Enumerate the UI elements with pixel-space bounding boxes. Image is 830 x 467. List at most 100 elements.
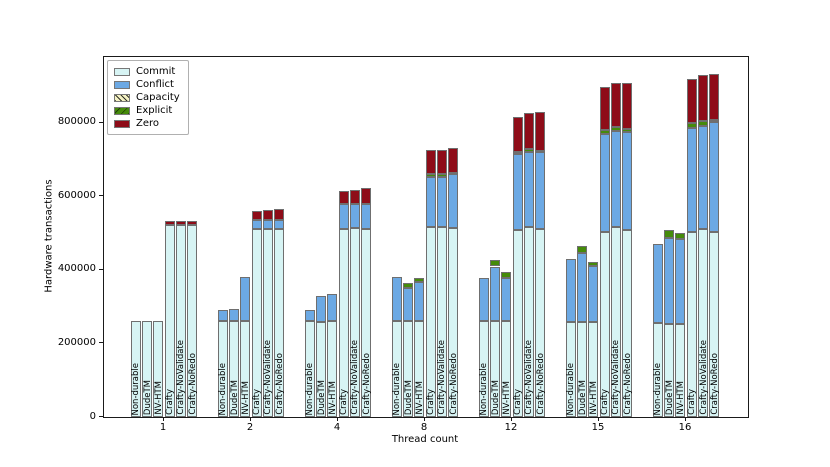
bar-label: Crafty-NoValidate	[611, 340, 622, 415]
bar-segment-explicit	[709, 119, 720, 122]
bar-segment-commit	[523, 227, 534, 417]
bar-segment-conflict	[577, 253, 588, 322]
bar-segment-conflict	[709, 121, 720, 232]
bar-label: NV-HTM	[675, 381, 686, 415]
legend-row: Capacity	[114, 91, 180, 104]
bar-segment-zero	[349, 189, 360, 204]
bar-label: Crafty-NoValidate	[698, 340, 709, 415]
x-tick-label: 16	[678, 422, 692, 433]
y-tick-label: 400000	[57, 263, 96, 275]
y-tick-mark	[99, 342, 103, 344]
legend-label: Explicit	[136, 104, 173, 116]
legend-swatch-explicit	[114, 106, 130, 115]
y-tick-mark	[99, 268, 103, 270]
bar-segment-commit	[490, 321, 501, 417]
y-tick-label: 0	[89, 410, 96, 422]
bar-label: NV-HTM	[588, 381, 599, 415]
bar-segment-zero	[698, 75, 708, 122]
x-tick-label: 1	[159, 422, 167, 433]
bar-segment-zero	[361, 188, 372, 204]
bar-segment-explicit	[490, 260, 501, 267]
bar-label: Non-durable	[392, 362, 403, 416]
bar-segment-explicit	[425, 174, 436, 177]
bar-label: Crafty	[165, 389, 176, 415]
bar-segment-conflict	[361, 203, 372, 229]
bar-segment-explicit	[512, 151, 523, 154]
bar-label: Crafty-NoRedo	[622, 353, 633, 415]
bar-segment-conflict	[327, 294, 338, 322]
bar-segment-explicit	[577, 245, 588, 254]
legend-swatch-commit	[114, 67, 130, 76]
bar-segment-conflict	[565, 259, 576, 322]
bar-segment-commit	[338, 228, 349, 417]
bar-segment-commit	[675, 323, 686, 417]
bar-label: Crafty-NoValidate	[350, 340, 361, 415]
bar-segment-zero	[436, 149, 447, 175]
bar-segment-commit	[610, 227, 621, 417]
legend-label: Conflict	[136, 78, 174, 90]
bar-label: Crafty-NoValidate	[176, 340, 187, 415]
bar-segment-commit	[274, 228, 285, 417]
bar-segment-explicit	[523, 149, 534, 152]
bar-segment-conflict	[664, 237, 674, 324]
bar-segment-zero	[164, 221, 175, 226]
bar-label: Crafty	[600, 389, 611, 415]
bar-label: Crafty-NoRedo	[709, 353, 720, 415]
bar-segment-zero	[709, 73, 720, 121]
bar-segment-commit	[262, 228, 273, 417]
legend-label: Zero	[136, 117, 160, 129]
bar-segment-zero	[523, 112, 534, 149]
bar-segment-conflict	[338, 204, 349, 229]
bar-segment-commit	[664, 323, 674, 417]
bar-segment-explicit	[610, 126, 621, 131]
bar-label: Crafty-NoValidate	[524, 340, 535, 415]
bar-label: DudeTM	[403, 379, 414, 415]
y-tick-label: 600000	[57, 189, 96, 201]
y-tick-mark	[99, 121, 103, 123]
bar-segment-commit	[512, 229, 523, 417]
bar-segment-conflict	[349, 203, 360, 229]
bar-label: NV-HTM	[501, 381, 512, 415]
bar-segment-conflict	[425, 176, 436, 228]
legend-row: Conflict	[114, 78, 180, 91]
bar-segment-explicit	[588, 261, 599, 266]
bar-segment-conflict	[599, 134, 610, 232]
bar-segment-commit	[327, 321, 338, 417]
bar-segment-explicit	[501, 272, 512, 278]
bar-segment-conflict	[490, 266, 501, 322]
bar-segment-commit	[153, 320, 164, 417]
bar-segment-commit	[391, 320, 402, 417]
bar-segment-zero	[425, 150, 436, 175]
bar-segment-conflict	[436, 176, 447, 227]
bar-segment-commit	[316, 322, 327, 417]
bar-segment-commit	[175, 225, 186, 417]
x-axis-label: Thread count	[391, 434, 459, 445]
x-tick-label: 4	[333, 422, 341, 433]
bar-segment-conflict	[535, 151, 546, 229]
bar-segment-explicit	[599, 129, 610, 134]
bar-segment-commit	[686, 232, 697, 417]
bar-segment-explicit	[436, 174, 447, 177]
bar-segment-commit	[709, 231, 720, 417]
bar-segment-explicit	[698, 121, 708, 126]
bar-label: Crafty-NoValidate	[437, 340, 448, 415]
bar-segment-commit	[187, 225, 198, 417]
legend-row: Commit	[114, 65, 180, 78]
bar-label: Non-durable	[131, 362, 142, 416]
bar-segment-explicit	[686, 122, 697, 128]
bar-label: Non-durable	[479, 362, 490, 416]
bar-segment-commit	[304, 321, 315, 417]
bar-segment-commit	[251, 228, 262, 417]
bar-segment-explicit	[414, 278, 425, 283]
bar-segment-conflict	[622, 131, 633, 231]
bar-segment-commit	[229, 320, 239, 417]
bar-segment-conflict	[217, 309, 228, 321]
bar-segment-commit	[652, 323, 663, 417]
plot-area: Non-durable DudeTM NV-HTM Crafty Crafty-NoVa…	[103, 56, 749, 418]
bar-label: Non-durable	[566, 362, 577, 416]
bar-segment-commit	[577, 322, 588, 417]
legend-row: Explicit	[114, 104, 180, 117]
bar-segment-commit	[403, 320, 414, 417]
bar-segment-conflict	[512, 153, 523, 230]
